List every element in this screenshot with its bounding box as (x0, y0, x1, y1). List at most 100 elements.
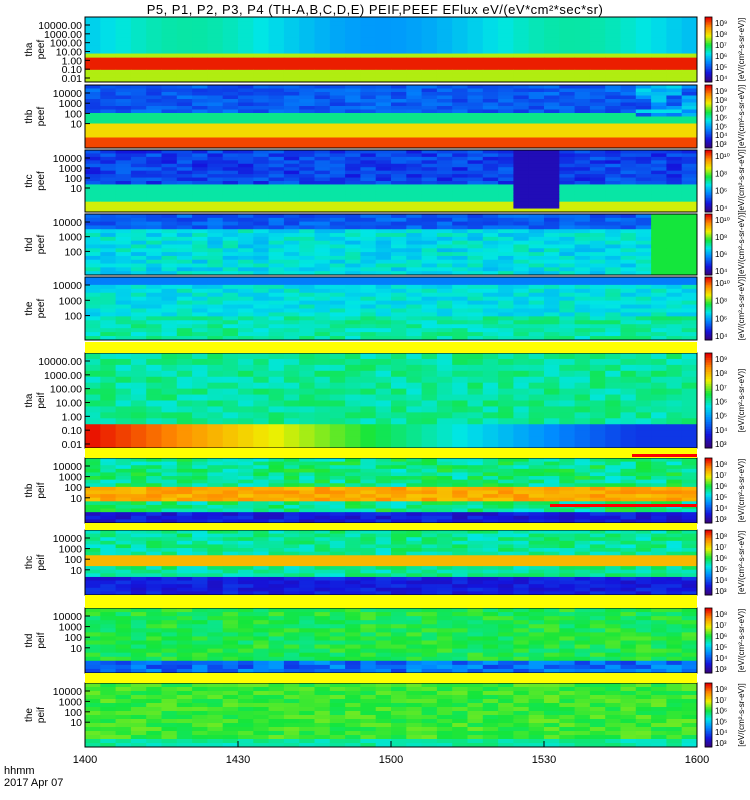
spectrogram-cell (130, 332, 147, 337)
spectrogram-cell (513, 127, 530, 131)
spectrogram-cell (268, 370, 285, 378)
spectrogram-cell (146, 312, 162, 317)
spectrogram-cell (666, 406, 683, 413)
spectrogram-cell (176, 73, 193, 79)
spectrogram-cell (100, 458, 117, 463)
spectrogram-cell (115, 508, 132, 513)
spectrogram-cell (268, 205, 285, 210)
spectrogram-cell (329, 181, 346, 185)
spectrogram-cell (666, 458, 683, 463)
colorbar-segment (705, 62, 712, 65)
spectrogram-cell (681, 277, 698, 282)
spectrogram-cell (681, 134, 698, 138)
spectrogram-cell (360, 490, 377, 495)
spectrogram-cell (115, 194, 132, 199)
spectrogram-cell (268, 501, 285, 506)
spectrogram-cell (589, 170, 606, 175)
spectrogram-cell (375, 201, 392, 206)
spectrogram-cell (268, 259, 285, 265)
spectrogram-cell (681, 170, 698, 175)
spectrogram-cell (406, 255, 423, 261)
colorbar-tick-label: 10⁹ (715, 19, 727, 28)
spectrogram-cell (314, 29, 331, 34)
spectrogram-cell (421, 400, 438, 407)
spectrogram-cell (176, 259, 193, 265)
spectrogram-cell (513, 292, 530, 298)
spectrogram-cell (192, 267, 208, 272)
spectrogram-cell (283, 412, 300, 419)
spectrogram-cell (268, 424, 285, 431)
spectrogram-cell (605, 465, 621, 470)
spectrogram-cell (452, 144, 468, 149)
spectrogram-cell (222, 233, 239, 238)
spectrogram-cell (329, 170, 346, 175)
spectrogram-cell (452, 244, 468, 249)
spectrogram-cell (100, 244, 117, 249)
spectrogram-cell (467, 490, 484, 495)
spectrogram-cell (651, 316, 667, 321)
colorbar-tick-label: 10⁹ (715, 87, 727, 96)
spectrogram-cell (207, 229, 224, 234)
spectrogram-cell (482, 130, 499, 135)
spectrogram-cell (222, 255, 239, 261)
spectrogram-cell (406, 57, 423, 63)
spectrogram-cell (635, 205, 652, 210)
spectrogram-cell (130, 163, 147, 168)
spectrogram-cell (436, 69, 453, 75)
colorbar-segment (705, 118, 712, 121)
colorbar-tick-label: 10⁴ (715, 131, 728, 140)
spectrogram-cell (574, 394, 591, 401)
spectrogram-cell (192, 156, 208, 161)
spectrogram-cell (421, 184, 438, 189)
spectrogram-cell (375, 280, 392, 286)
spectrogram-cell (161, 102, 178, 107)
colorbar-segment (705, 324, 712, 327)
spectrogram-cell (482, 382, 499, 390)
spectrogram-cell (222, 336, 239, 341)
spectrogram-cell (314, 248, 331, 253)
spectrogram-cell (299, 508, 315, 513)
spectrogram-cell (238, 137, 254, 142)
spectrogram-cell (681, 280, 698, 286)
spectrogram-cell (192, 263, 208, 268)
spectrogram-cell (559, 370, 576, 378)
spectrogram-cell (283, 45, 300, 50)
colorbar-segment (705, 316, 712, 319)
colorbar-tick-label: 10⁵ (715, 412, 727, 421)
spectrogram-cell (589, 388, 606, 396)
spectrogram-cell (192, 284, 208, 290)
spectrogram-cell (635, 436, 652, 443)
colorbar-tick-label: 10⁶ (715, 314, 727, 323)
spectrogram-cell (452, 370, 468, 378)
spectrogram-cell (482, 217, 499, 223)
spectrogram-cell (467, 229, 484, 234)
spectrogram-cell (130, 364, 147, 372)
spectrogram-cell (528, 113, 545, 117)
spectrogram-cell (238, 494, 254, 499)
spectrogram-cell (620, 141, 637, 145)
spectrogram-cell (283, 358, 300, 366)
spectrogram-cell (651, 181, 667, 185)
spectrogram-cell (467, 102, 484, 107)
spectrogram-cell (467, 296, 484, 302)
spectrogram-cell (253, 144, 270, 149)
spectrogram-cell (253, 240, 270, 245)
spectrogram-cell (115, 336, 132, 341)
spectrogram-cell (207, 479, 224, 484)
spectrogram-cell (207, 364, 224, 372)
spectrogram-cell (130, 296, 147, 302)
spectrogram-cell (513, 229, 530, 234)
spectrogram-cell (452, 184, 468, 189)
spectrogram-cell (406, 501, 423, 506)
spectrogram-cell (115, 483, 132, 488)
spectrogram-cell (421, 45, 438, 50)
spectrogram-cell (452, 41, 468, 46)
spectrogram-cell (605, 88, 621, 93)
spectrogram-cell (146, 233, 162, 238)
colorbar-segment (705, 270, 712, 273)
spectrogram-cell (467, 479, 484, 484)
spectrogram-cell (498, 296, 514, 302)
spectrogram-cell (528, 120, 545, 124)
spectrogram-cell (375, 225, 392, 230)
colorbar-segment (705, 174, 712, 177)
